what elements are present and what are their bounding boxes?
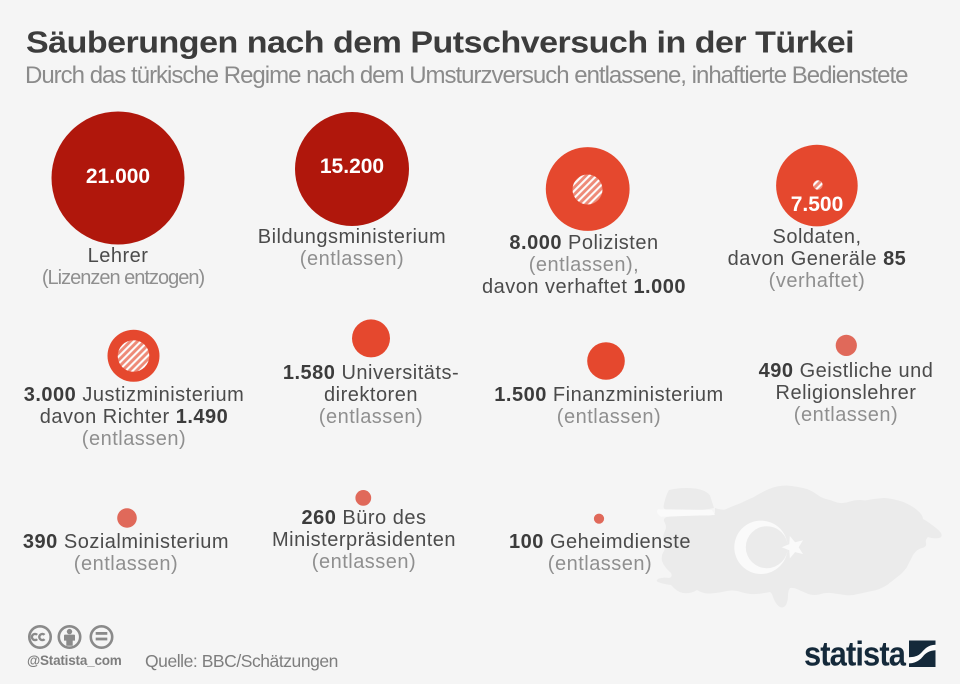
svg-text:statista: statista [804, 636, 907, 674]
